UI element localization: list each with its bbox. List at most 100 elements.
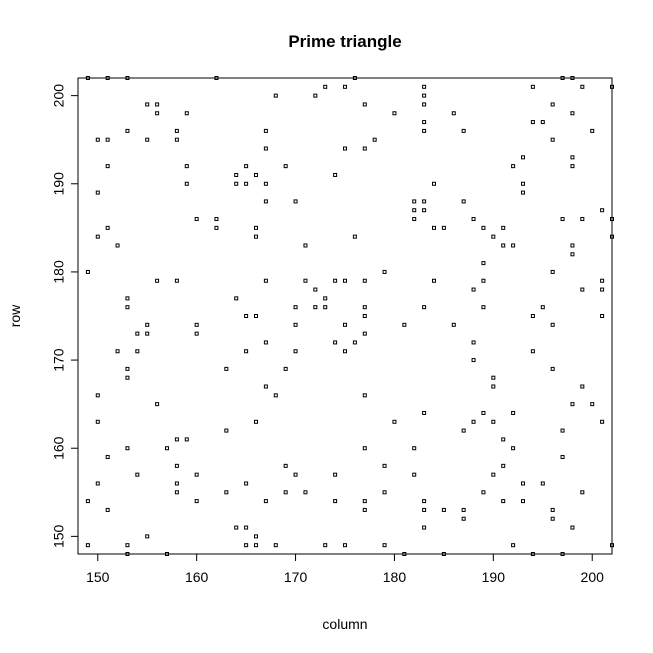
- data-point: [471, 340, 476, 345]
- data-point: [293, 199, 298, 204]
- data-point: [105, 164, 110, 169]
- data-point: [461, 507, 466, 512]
- y-tick-label: 200: [51, 84, 67, 108]
- data-point: [194, 472, 199, 477]
- data-point: [105, 137, 110, 142]
- data-point: [244, 349, 249, 354]
- data-point: [333, 499, 338, 504]
- data-point: [412, 199, 417, 204]
- data-point: [155, 111, 160, 116]
- data-point: [174, 278, 179, 283]
- data-point: [263, 384, 268, 389]
- data-point: [165, 552, 169, 556]
- data-point: [214, 225, 219, 230]
- data-point: [560, 455, 565, 460]
- data-point: [392, 111, 397, 116]
- data-point: [95, 234, 100, 239]
- data-point: [461, 199, 466, 204]
- data-point: [461, 428, 466, 433]
- x-tick-label: 160: [185, 569, 209, 585]
- y-tick-label: 150: [51, 524, 67, 548]
- data-point: [95, 137, 100, 142]
- data-point: [600, 208, 605, 213]
- data-point: [432, 225, 436, 230]
- data-point: [481, 410, 486, 415]
- data-point: [105, 225, 110, 230]
- data-point: [422, 499, 427, 504]
- data-point: [560, 428, 565, 433]
- data-point: [362, 331, 367, 336]
- x-tick-label: 150: [86, 569, 110, 585]
- x-tick-label: 170: [284, 569, 308, 585]
- data-point: [85, 499, 90, 504]
- data-point: [174, 463, 179, 468]
- data-point: [155, 102, 160, 107]
- x-tick-label: 180: [383, 569, 407, 585]
- data-point: [570, 252, 575, 257]
- data-point: [145, 322, 150, 327]
- data-point: [530, 552, 535, 556]
- data-point: [530, 349, 535, 354]
- data-point: [244, 181, 249, 186]
- data-point: [155, 402, 160, 407]
- data-point: [125, 296, 130, 301]
- data-point: [323, 84, 328, 89]
- data-point: [422, 120, 427, 125]
- y-axis-label: row: [7, 304, 23, 327]
- data-point: [511, 410, 516, 415]
- data-point: [184, 111, 189, 116]
- data-point: [214, 217, 219, 222]
- data-point: [273, 393, 278, 398]
- data-point: [155, 278, 160, 283]
- data-point: [303, 490, 308, 495]
- data-point: [254, 534, 258, 539]
- x-tick-label: 200: [581, 569, 605, 585]
- data-point: [115, 243, 120, 248]
- data-point: [422, 84, 427, 89]
- data-point: [392, 419, 397, 424]
- data-point: [244, 525, 249, 530]
- data-point: [224, 428, 229, 433]
- data-point: [550, 366, 555, 371]
- data-point: [570, 155, 575, 160]
- data-point: [412, 217, 417, 222]
- data-point: [432, 278, 436, 283]
- data-point: [244, 543, 249, 548]
- data-point: [234, 181, 239, 186]
- data-point: [570, 402, 575, 407]
- data-point: [254, 225, 258, 230]
- data-point: [283, 490, 288, 495]
- y-tick-label: 160: [51, 436, 67, 460]
- data-point: [511, 243, 516, 248]
- data-point: [263, 146, 268, 151]
- data-point: [125, 128, 130, 133]
- data-point: [422, 199, 427, 204]
- data-point: [333, 340, 338, 345]
- data-point: [115, 349, 120, 354]
- data-point: [263, 181, 268, 186]
- data-point: [125, 543, 130, 548]
- data-point: [471, 419, 476, 424]
- data-point: [422, 507, 427, 512]
- data-point: [491, 384, 496, 389]
- data-point: [570, 525, 575, 530]
- data-point: [600, 419, 605, 424]
- data-point: [145, 102, 150, 107]
- data-point: [481, 278, 486, 283]
- data-point: [382, 269, 387, 274]
- data-point: [481, 490, 486, 495]
- data-point: [125, 305, 130, 310]
- data-point: [550, 322, 555, 327]
- data-point: [343, 322, 347, 327]
- data-point: [570, 164, 575, 169]
- x-axis-label: column: [322, 616, 367, 632]
- data-point: [234, 172, 239, 177]
- chart-title: Prime triangle: [288, 32, 401, 51]
- data-point: [550, 137, 555, 142]
- data-point: [560, 217, 565, 222]
- data-point: [402, 552, 407, 556]
- data-point: [422, 128, 427, 133]
- data-point: [422, 102, 427, 107]
- data-point: [145, 137, 150, 142]
